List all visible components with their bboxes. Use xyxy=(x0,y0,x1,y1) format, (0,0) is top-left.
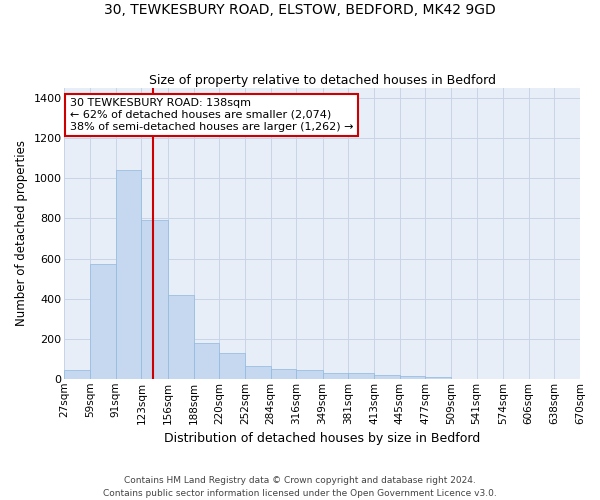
Bar xyxy=(168,294,194,379)
Text: 30, TEWKESBURY ROAD, ELSTOW, BEDFORD, MK42 9GD: 30, TEWKESBURY ROAD, ELSTOW, BEDFORD, MK… xyxy=(104,2,496,16)
Bar xyxy=(323,374,348,379)
Text: 30 TEWKESBURY ROAD: 138sqm
← 62% of detached houses are smaller (2,074)
38% of s: 30 TEWKESBURY ROAD: 138sqm ← 62% of deta… xyxy=(70,98,353,132)
Bar xyxy=(219,352,245,379)
Bar xyxy=(425,377,451,379)
Bar xyxy=(194,342,219,379)
Bar xyxy=(400,376,425,379)
Bar xyxy=(90,264,116,379)
Bar xyxy=(271,368,296,379)
Title: Size of property relative to detached houses in Bedford: Size of property relative to detached ho… xyxy=(149,74,496,87)
Text: Contains HM Land Registry data © Crown copyright and database right 2024.
Contai: Contains HM Land Registry data © Crown c… xyxy=(103,476,497,498)
Bar xyxy=(116,170,142,379)
Bar xyxy=(64,370,90,379)
Bar xyxy=(374,375,400,379)
Y-axis label: Number of detached properties: Number of detached properties xyxy=(15,140,28,326)
Bar xyxy=(245,366,271,379)
Bar xyxy=(296,370,323,379)
Bar xyxy=(348,374,374,379)
Bar xyxy=(142,220,168,379)
X-axis label: Distribution of detached houses by size in Bedford: Distribution of detached houses by size … xyxy=(164,432,481,445)
